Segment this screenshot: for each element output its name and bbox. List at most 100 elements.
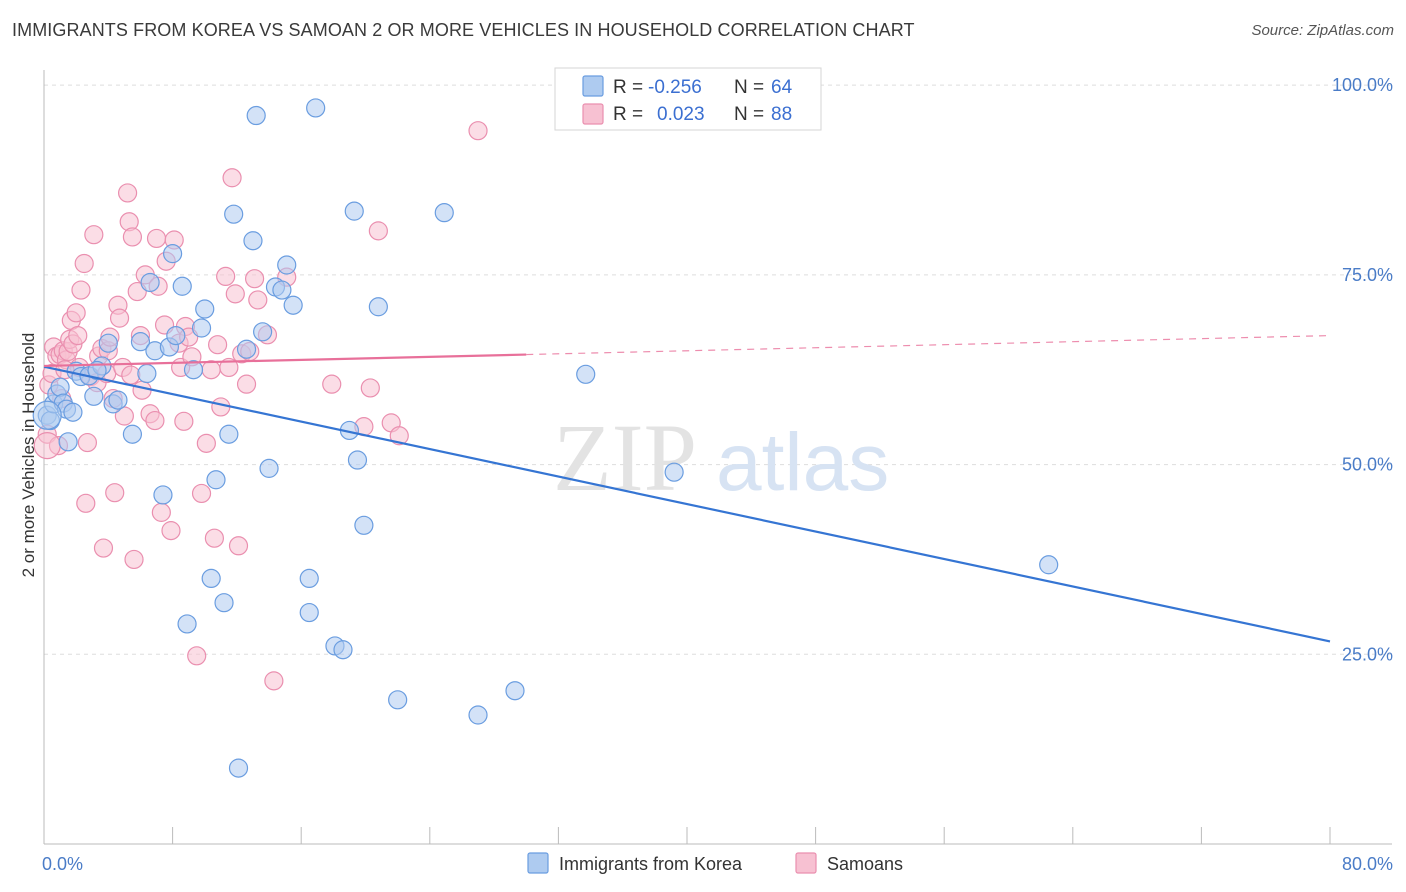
korea-r-label: R =: [613, 77, 643, 98]
samoa-point: [389, 426, 409, 446]
samoa-point: [191, 483, 212, 504]
korea-point: [333, 640, 353, 660]
trend-lines: [43, 334, 1331, 643]
korea-series-swatch: [527, 852, 549, 874]
y-axis-label: 2 or more Vehicles in Household: [19, 333, 38, 578]
samoa-point: [93, 538, 114, 558]
korea-point: [228, 758, 249, 778]
watermark-atlas: atlas: [716, 417, 889, 508]
samoa-point: [74, 253, 94, 274]
samoa-point: [109, 308, 130, 328]
korea-point: [166, 325, 186, 346]
watermark: ZIP atlas: [553, 404, 889, 511]
y-tick-labels: 25.0% 50.0% 75.0% 100.0%: [1332, 75, 1393, 664]
korea-trend-line: [43, 365, 1331, 643]
korea-r-value: -0.256: [648, 77, 702, 98]
korea-point: [259, 458, 279, 478]
x-tick-label-max: 80.0%: [1342, 854, 1393, 874]
korea-point: [195, 299, 215, 319]
samoa-point: [151, 502, 171, 522]
samoa-point: [216, 266, 236, 286]
korea-n-value: 64: [771, 77, 793, 98]
samoa-point: [264, 671, 284, 691]
korea-point: [84, 386, 104, 406]
korea-point: [246, 105, 266, 126]
samoa-point: [248, 290, 268, 310]
samoa-point: [105, 483, 125, 503]
korea-point: [63, 402, 83, 422]
korea-point: [283, 295, 303, 315]
korea-point: [299, 568, 319, 589]
samoa-point: [132, 380, 152, 400]
korea-point: [163, 244, 183, 264]
korea-series-label: Immigrants from Korea: [559, 854, 743, 874]
korea-point: [388, 690, 408, 710]
samoa-point: [201, 360, 221, 380]
samoa-point: [122, 227, 143, 247]
samoa-point: [228, 536, 249, 556]
samoa-point: [196, 433, 216, 453]
grid-lines: [44, 84, 1392, 655]
samoa-point: [468, 121, 488, 141]
korea-point: [219, 424, 239, 444]
korea-point: [137, 363, 157, 384]
samoa-point: [124, 549, 144, 570]
samoa-point: [68, 325, 88, 346]
samoa-series-swatch: [795, 852, 817, 874]
samoa-point-cluster: [33, 432, 61, 460]
korea-point: [236, 339, 257, 359]
samoa-point: [208, 335, 228, 355]
samoa-point: [71, 280, 91, 300]
samoa-point: [121, 365, 141, 385]
samoa-r-label: R =: [613, 104, 643, 125]
korea-n-label: N =: [734, 77, 764, 98]
samoa-trend-line: [43, 353, 527, 368]
samoa-point: [222, 168, 242, 188]
korea-points: [32, 98, 1059, 778]
samoa-trend-line-extension: [526, 334, 1331, 356]
samoa-point: [117, 183, 138, 203]
korea-point: [299, 602, 319, 623]
korea-point: [177, 614, 197, 634]
source-credit: Source: ZipAtlas.com: [1251, 22, 1394, 39]
samoa-point: [174, 411, 194, 431]
samoa-point: [161, 521, 181, 541]
korea-point: [277, 255, 297, 275]
series-legend: Immigrants from Korea Samoans: [527, 852, 903, 874]
samoa-point: [360, 378, 380, 398]
samoa-point: [219, 357, 239, 378]
samoa-point: [244, 269, 265, 289]
samoa-point: [204, 528, 224, 548]
korea-point: [58, 432, 78, 452]
y-tick-label: 75.0%: [1342, 265, 1393, 285]
x-tick-label-min: 0.0%: [42, 854, 83, 874]
samoa-point: [236, 374, 257, 394]
samoa-point: [146, 228, 167, 249]
samoa-point: [322, 374, 342, 394]
samoa-point: [145, 410, 165, 431]
chart-title: IMMIGRANTS FROM KOREA VS SAMOAN 2 OR MOR…: [12, 20, 915, 40]
korea-point: [50, 377, 70, 397]
korea-point: [576, 364, 596, 384]
korea-point: [153, 485, 173, 505]
korea-legend-swatch: [582, 75, 604, 97]
y-tick-label: 50.0%: [1342, 455, 1393, 475]
korea-point: [172, 276, 192, 296]
korea-point: [130, 332, 151, 352]
korea-point-cluster: [32, 400, 62, 430]
samoa-point: [66, 303, 86, 323]
samoa-point: [77, 432, 98, 453]
korea-point: [505, 681, 525, 701]
korea-point: [468, 705, 488, 725]
stats-legend: R = -0.256 N = 64 R = 0.023 N = 88: [554, 67, 822, 131]
korea-point: [1039, 555, 1059, 575]
korea-point: [224, 204, 244, 224]
korea-point: [98, 333, 118, 353]
samoa-r-value: 0.023: [657, 104, 705, 125]
samoa-n-label: N =: [734, 104, 764, 125]
korea-point: [191, 318, 212, 338]
samoa-point: [84, 225, 104, 245]
korea-point: [201, 568, 221, 589]
korea-point: [344, 201, 364, 221]
